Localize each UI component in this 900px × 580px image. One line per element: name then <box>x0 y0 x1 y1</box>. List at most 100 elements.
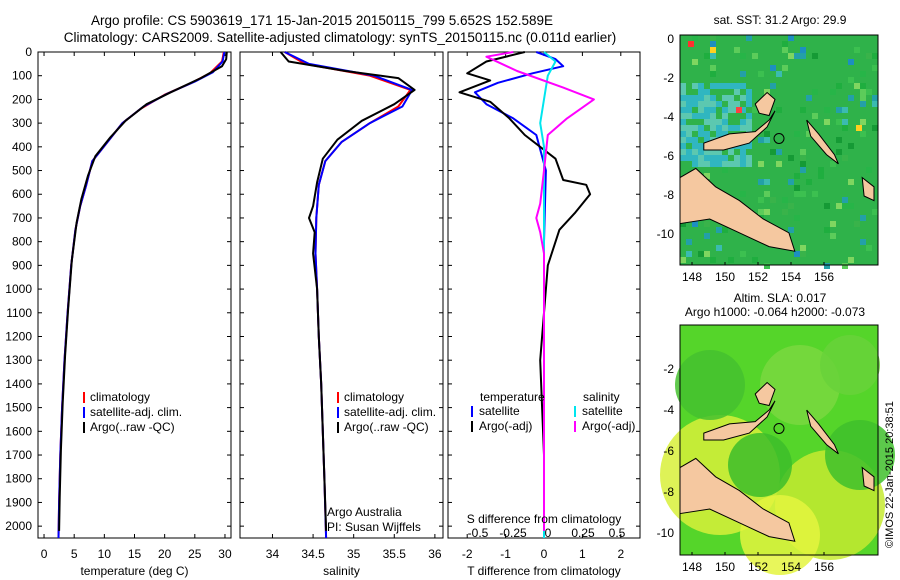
sst-cell <box>734 125 740 131</box>
sst-cell <box>710 41 716 47</box>
sst-cell <box>728 83 734 89</box>
sst-cell <box>680 143 686 149</box>
sst-cell <box>836 119 842 125</box>
y-tick-label: 1600 <box>5 424 32 438</box>
y-tick-label: 2000 <box>5 519 32 533</box>
land-mass <box>806 119 839 165</box>
sst-cell <box>722 83 728 89</box>
top-x-tick-label: 0 <box>545 526 552 540</box>
sst-cell <box>794 53 800 59</box>
sst-cell <box>800 47 806 53</box>
sla-map-title-1: Altim. SLA: 0.017 <box>734 291 827 305</box>
sst-cell <box>692 161 698 167</box>
sla-map-title-2: Argo h1000: -0.064 h2000: -0.073 <box>685 305 865 319</box>
sst-cell <box>704 173 710 179</box>
sst-cell <box>698 131 704 137</box>
sst-cell <box>806 179 812 185</box>
sst-cell <box>698 125 704 131</box>
sst-cell <box>686 251 692 257</box>
sst-cell <box>782 209 788 215</box>
sst-cell <box>728 257 734 263</box>
x-axis-label: T difference from climatology <box>467 564 621 578</box>
sst-cell <box>854 83 860 89</box>
y-tick-label: 600 <box>12 187 32 201</box>
sst-cell <box>734 47 740 53</box>
sst-cell <box>680 95 686 101</box>
sst-cell <box>860 119 866 125</box>
sst-cell <box>764 209 770 215</box>
sst-cell <box>698 95 704 101</box>
sst-cell <box>800 245 806 251</box>
sst-cell <box>680 119 686 125</box>
sst-cell <box>710 53 716 59</box>
sst-cell <box>680 125 686 131</box>
sst-cell <box>740 119 746 125</box>
x-tick-label: 34.5 <box>301 547 325 561</box>
x-axis-label: salinity <box>323 564 360 578</box>
sst-cell <box>686 149 692 155</box>
sst-cell <box>686 131 692 137</box>
x-tick-label: 0 <box>541 547 548 561</box>
y-tick-label: 400 <box>12 140 32 154</box>
sst-cell <box>716 155 722 161</box>
land-mass <box>703 110 776 151</box>
sst-cell <box>746 155 752 161</box>
sst-cell <box>728 149 734 155</box>
sst-cell <box>704 95 710 101</box>
x-tick-label: 5 <box>71 547 78 561</box>
sst-cell <box>770 65 776 71</box>
sst-cell <box>716 83 722 89</box>
y-tick-label: 700 <box>12 211 32 225</box>
sst-cell <box>824 263 830 269</box>
sst-cell <box>680 89 686 95</box>
sst-cell <box>716 161 722 167</box>
sst-cell <box>734 161 740 167</box>
sst-cell <box>866 89 872 95</box>
sst-cell <box>848 95 854 101</box>
y-tick-label: 200 <box>12 92 32 106</box>
sst-cell <box>776 149 782 155</box>
sst-cell <box>686 101 692 107</box>
sst-cell <box>686 155 692 161</box>
sla-blob <box>728 433 792 497</box>
plot-frame <box>37 51 232 539</box>
map-x-tick-label: 154 <box>781 270 801 284</box>
sst-cell <box>824 203 830 209</box>
sst-cell <box>722 95 728 101</box>
sst-cell <box>710 65 716 71</box>
sst-cell <box>770 197 776 203</box>
sst-cell <box>788 53 794 59</box>
sst-cell <box>698 101 704 107</box>
sst-cell <box>704 149 710 155</box>
sst-cell <box>764 191 770 197</box>
sst-cell <box>818 173 824 179</box>
sst-cell <box>734 89 740 95</box>
legend-label: climatology <box>90 390 150 404</box>
sst-cell <box>860 101 866 107</box>
sst-cell <box>740 83 746 89</box>
sst-cell <box>686 137 692 143</box>
sst-cell <box>872 101 878 107</box>
y-tick-label: 1700 <box>5 448 32 462</box>
top-x-axis-label: S difference from climatology <box>467 512 622 526</box>
sst-cell <box>842 155 848 161</box>
x-axis-label: temperature (deg C) <box>80 564 188 578</box>
sst-cell <box>764 137 770 143</box>
sst-cell <box>728 125 734 131</box>
title-line-2: Climatology: CARS2009. Satellite-adjuste… <box>64 30 617 45</box>
sst-cell <box>692 59 698 65</box>
sst-cell <box>860 239 866 245</box>
x-tick-label: 25 <box>188 547 202 561</box>
sst-cell <box>746 35 752 41</box>
map-x-tick-label: 148 <box>682 270 702 284</box>
sst-cell <box>680 155 686 161</box>
x-tick-label: -2 <box>462 547 473 561</box>
sst-cell <box>680 101 686 107</box>
sst-map: sat. SST: 31.2 Argo: 29.9 148 150 152 154 15… <box>657 13 879 284</box>
sst-cell <box>686 125 692 131</box>
sst-cell <box>686 95 692 101</box>
sst-cell <box>692 155 698 161</box>
legend-label: Argo(..raw -QC) <box>344 420 429 434</box>
sst-cell <box>782 41 788 47</box>
